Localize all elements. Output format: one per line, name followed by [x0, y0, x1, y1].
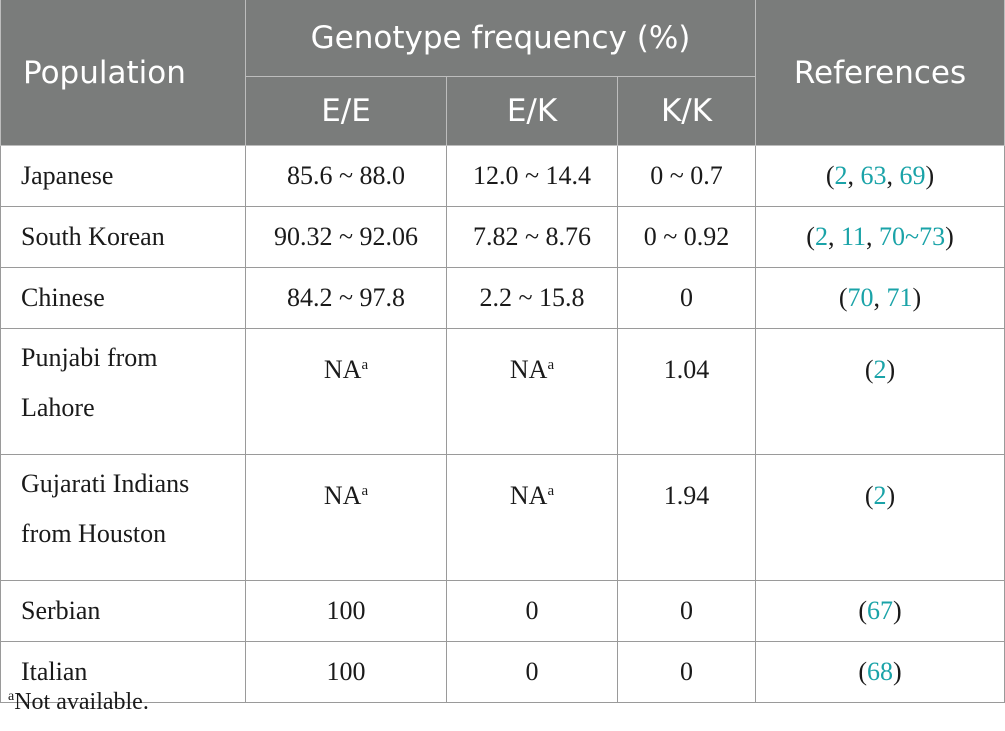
- ee-cell: 84.2 ~ 97.8: [245, 267, 447, 329]
- kk-cell: 0 ~ 0.92: [616, 206, 757, 268]
- references-cell: (2): [755, 328, 1005, 455]
- header-ee: E/E: [245, 76, 447, 146]
- header-references: References: [755, 0, 1005, 146]
- ee-cell: 100: [245, 641, 447, 703]
- footnote-marker: a: [8, 689, 15, 704]
- reference-link[interactable]: 2: [834, 161, 848, 190]
- reference-link[interactable]: 11: [840, 222, 867, 251]
- references-cell: (68): [755, 641, 1005, 703]
- ek-cell: 2.2 ~ 15.8: [446, 267, 618, 329]
- population-cell: Punjabi from Lahore: [0, 328, 246, 455]
- ek-cell: NAa: [446, 454, 618, 581]
- reference-link[interactable]: 69: [899, 161, 926, 190]
- population-cell: Japanese: [0, 145, 246, 207]
- population-cell: South Korean: [0, 206, 246, 268]
- ek-value: NA: [509, 355, 548, 384]
- reference-link[interactable]: 2: [814, 222, 828, 251]
- references-cell: (2): [755, 454, 1005, 581]
- reference-link[interactable]: 71: [886, 283, 913, 312]
- table-row: South Korean 90.32 ~ 92.06 7.82 ~ 8.76 0…: [0, 206, 1005, 268]
- footnote-text: Not available.: [14, 689, 149, 715]
- table-row: Gujarati Indians from Houston NAa NAa 1.9…: [0, 454, 1005, 581]
- table-row: Punjabi from Lahore NAa NAa 1.04 (2): [0, 328, 1005, 455]
- footnote-marker: a: [361, 357, 369, 373]
- references-cell: (70, 71): [755, 267, 1005, 329]
- population-cell: Chinese: [0, 267, 246, 329]
- ee-value: NA: [323, 481, 362, 510]
- ee-value: NA: [323, 355, 362, 384]
- ek-value: NA: [509, 481, 548, 510]
- footnote: aNot available.: [8, 689, 149, 716]
- header-genotype-frequency: Genotype frequency (%): [244, 0, 757, 77]
- header-ek: E/K: [446, 76, 618, 146]
- ek-cell: NAa: [446, 328, 618, 455]
- table-row: Italian 100 0 0 (68): [0, 641, 1005, 703]
- ee-cell: NAa: [245, 454, 447, 581]
- kk-cell: 0: [616, 267, 757, 329]
- header-kk: K/K: [616, 76, 757, 146]
- kk-cell: 1.94: [616, 454, 757, 581]
- kk-cell: 0: [616, 641, 757, 703]
- references-cell: (67): [755, 580, 1005, 642]
- ek-cell: 0: [446, 580, 618, 642]
- population-line-1: Gujarati Indians: [21, 469, 190, 498]
- kk-cell: 0: [616, 580, 757, 642]
- table-row: Japanese 85.6 ~ 88.0 12.0 ~ 14.4 0 ~ 0.7…: [0, 145, 1005, 207]
- table-row: Chinese 84.2 ~ 97.8 2.2 ~ 15.8 0 (70, 71…: [0, 267, 1005, 329]
- ee-cell: 85.6 ~ 88.0: [245, 145, 447, 207]
- references-cell: (2, 63, 69): [755, 145, 1005, 207]
- ee-cell: 90.32 ~ 92.06: [245, 206, 447, 268]
- reference-link[interactable]: 2: [873, 355, 887, 384]
- population-line-1: Punjabi from: [21, 343, 158, 372]
- reference-link[interactable]: 70: [847, 283, 874, 312]
- population-cell: Italian: [0, 641, 246, 703]
- ee-cell: 100: [245, 580, 447, 642]
- population-line-2: from Houston: [21, 519, 167, 548]
- kk-cell: 0 ~ 0.7: [616, 145, 757, 207]
- ee-cell: NAa: [245, 328, 447, 455]
- references-cell: (2, 11, 70~73): [755, 206, 1005, 268]
- population-cell: Gujarati Indians from Houston: [0, 454, 246, 581]
- ek-cell: 0: [446, 641, 618, 703]
- reference-link[interactable]: 2: [873, 481, 887, 510]
- footnote-marker: a: [547, 483, 555, 499]
- ek-cell: 12.0 ~ 14.4: [446, 145, 618, 207]
- genotype-frequency-table: Population Genotype frequency (%) Refere…: [0, 0, 1005, 703]
- kk-cell: 1.04: [616, 328, 757, 455]
- reference-link[interactable]: 63: [860, 161, 887, 190]
- footnote-marker: a: [547, 357, 555, 373]
- header-population: Population: [0, 0, 246, 146]
- population-line-2: Lahore: [21, 393, 95, 422]
- ek-cell: 7.82 ~ 8.76: [446, 206, 618, 268]
- reference-link[interactable]: 68: [867, 657, 894, 686]
- table-row: Serbian 100 0 0 (67): [0, 580, 1005, 642]
- reference-link[interactable]: 67: [867, 596, 894, 625]
- footnote-marker: a: [361, 483, 369, 499]
- population-cell: Serbian: [0, 580, 246, 642]
- reference-link[interactable]: 70~73: [879, 222, 946, 251]
